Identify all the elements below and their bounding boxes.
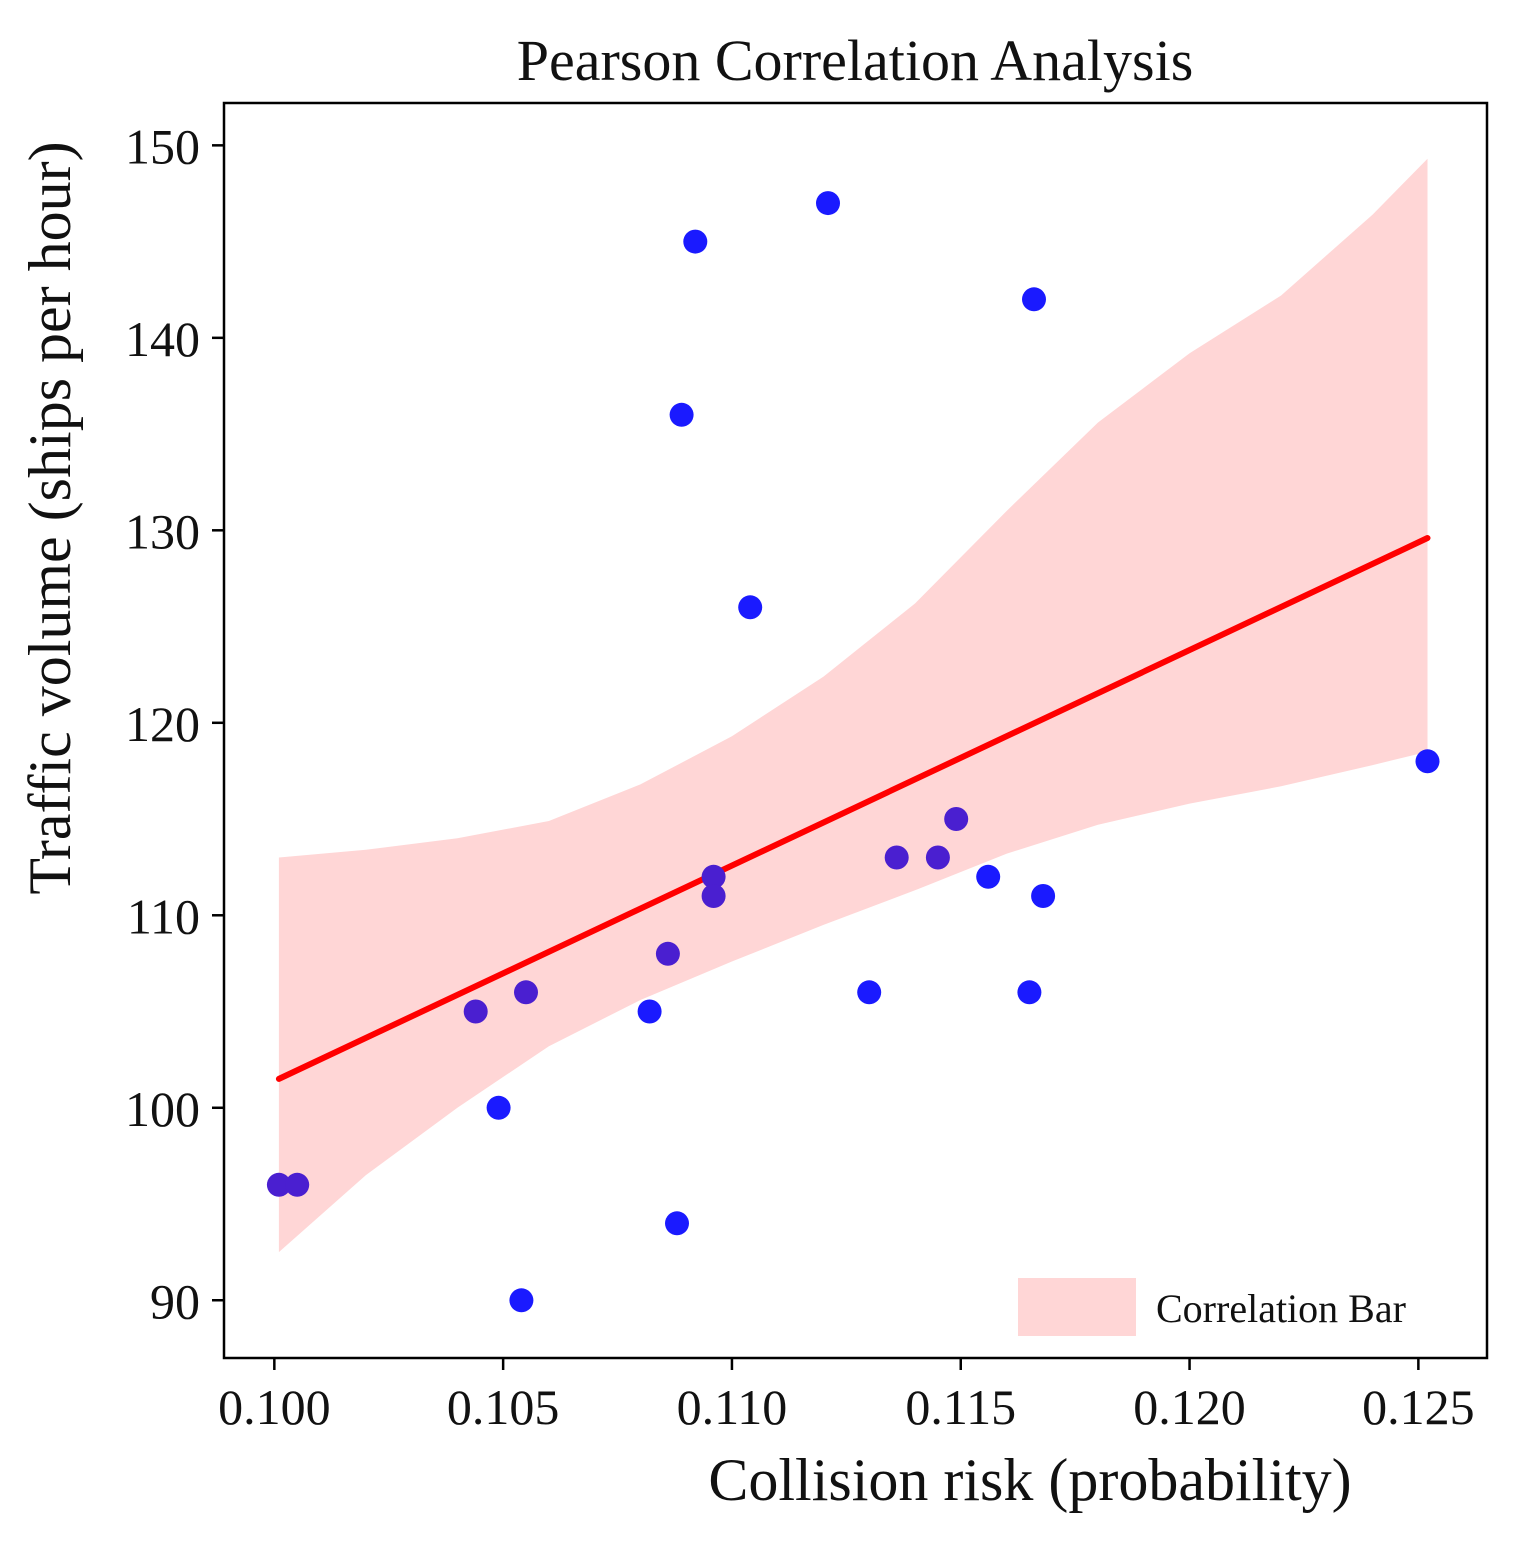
scatter-point xyxy=(738,595,763,620)
plot-frame xyxy=(222,101,1489,1360)
scatter-point xyxy=(944,807,969,831)
scatter-point xyxy=(701,864,726,889)
scatter-point xyxy=(976,864,1001,889)
scatter-point xyxy=(925,845,950,870)
confidence-band xyxy=(278,158,1428,1253)
x-tick-label: 0.100 xyxy=(218,1379,331,1435)
y-tick-label: 130 xyxy=(125,503,200,559)
legend-label: Correlation Bar xyxy=(1156,1286,1406,1331)
scatter-point xyxy=(1017,980,1042,1005)
scatter-point xyxy=(701,884,726,908)
scatter-point xyxy=(463,999,488,1024)
x-tick-label: 0.105 xyxy=(447,1379,560,1435)
legend: Correlation Bar xyxy=(1018,1278,1406,1336)
x-tick-label: 0.120 xyxy=(1133,1379,1246,1435)
x-axis-ticks: 0.100 0.105 0.110 0.115 0.120 0.125 xyxy=(218,1358,1475,1435)
y-tick-label: 110 xyxy=(127,888,200,944)
y-tick-label: 90 xyxy=(150,1273,200,1329)
scatter-point xyxy=(1022,287,1046,312)
scatter-point xyxy=(816,191,840,216)
scatter-point xyxy=(665,1211,689,1236)
scatter-point xyxy=(683,229,708,254)
scatter-point xyxy=(669,402,694,427)
scatter-point xyxy=(486,1095,511,1120)
scatter-point xyxy=(509,1288,534,1313)
y-tick-label: 150 xyxy=(125,118,200,174)
scatter-point xyxy=(637,999,662,1024)
scatter-point xyxy=(1415,749,1440,774)
x-tick-label: 0.115 xyxy=(905,1379,1016,1435)
y-tick-label: 100 xyxy=(125,1081,200,1137)
chart-title: Pearson Correlation Analysis xyxy=(517,28,1194,93)
scatter-point xyxy=(857,980,882,1005)
y-axis-ticks: 90 100 110 120 130 140 150 xyxy=(125,118,224,1329)
scatter-point xyxy=(884,845,909,870)
scatter-point xyxy=(514,980,538,1005)
regression-line-layer xyxy=(275,535,1431,1082)
y-axis-label: Traffic volume (ships per hour) xyxy=(17,141,83,894)
scatter-points-layer xyxy=(266,191,1440,1313)
scatter-point xyxy=(285,1172,310,1197)
scatter-point xyxy=(655,941,680,966)
scatter-point xyxy=(1031,884,1056,908)
legend-swatch xyxy=(1018,1278,1136,1336)
x-tick-label: 0.125 xyxy=(1362,1379,1475,1435)
y-tick-label: 140 xyxy=(125,311,200,367)
confidence-band-layer xyxy=(278,158,1428,1253)
x-tick-label: 0.110 xyxy=(677,1379,788,1435)
regression-line xyxy=(275,535,1431,1082)
scatter-point xyxy=(266,1172,291,1197)
x-axis-label: Collision risk (probability) xyxy=(708,1447,1351,1513)
y-tick-label: 120 xyxy=(125,696,200,752)
